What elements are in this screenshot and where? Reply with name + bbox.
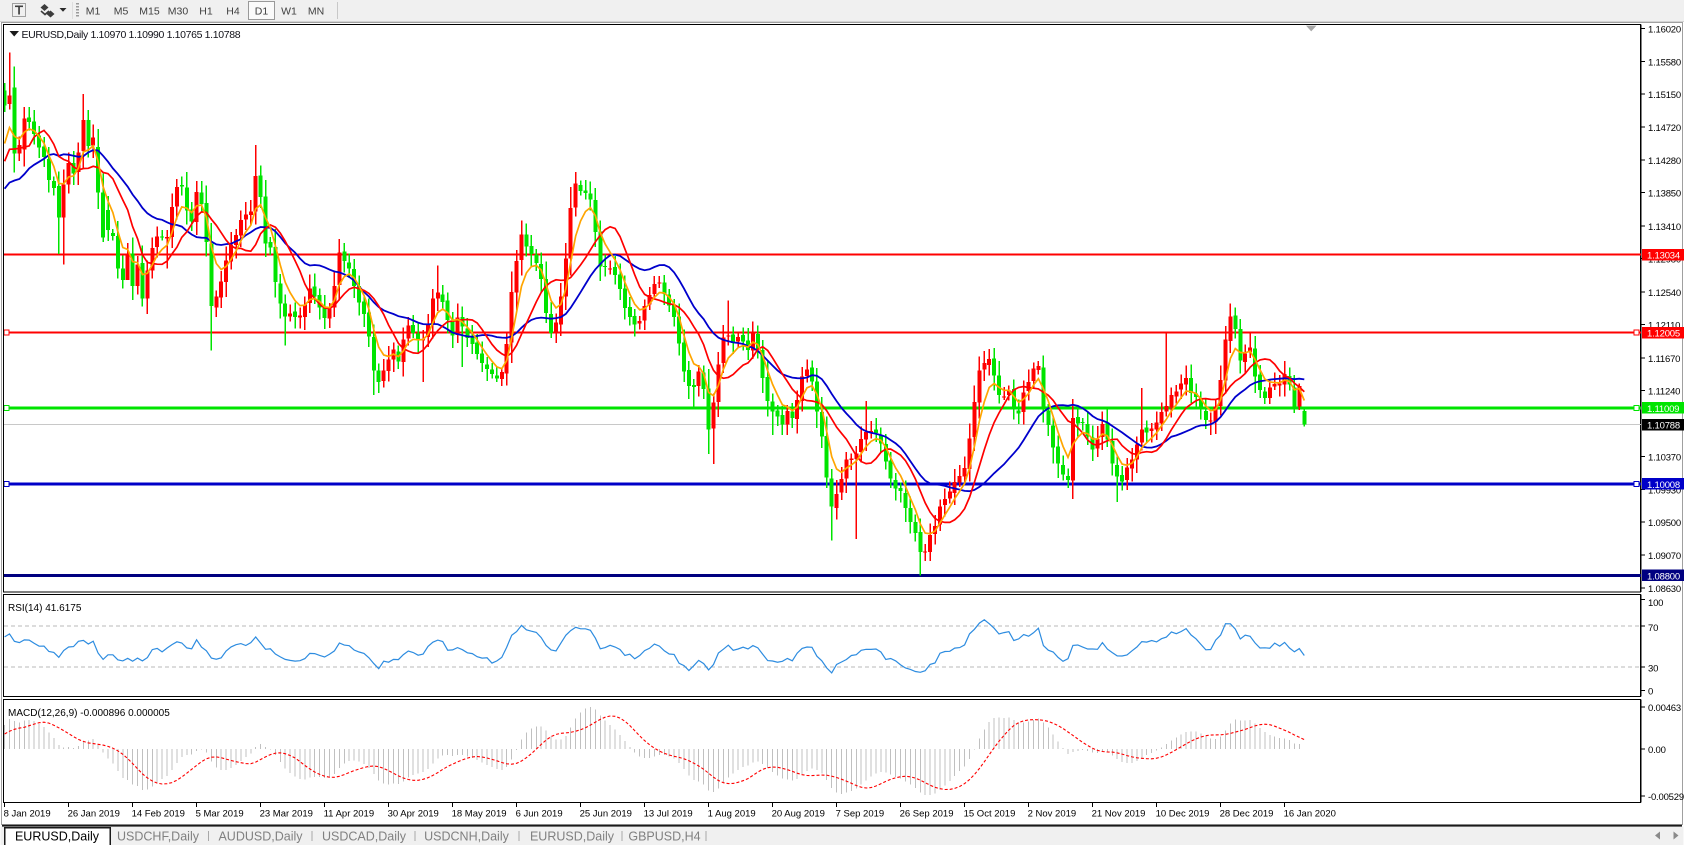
svg-text:1.13850: 1.13850 [1648, 189, 1681, 200]
svg-text:1.16020: 1.16020 [1648, 24, 1681, 35]
svg-text:1.14280: 1.14280 [1648, 156, 1681, 167]
svg-text:1.11009: 1.11009 [1647, 404, 1679, 415]
svg-text:1.08630: 1.08630 [1648, 584, 1681, 595]
svg-text:20 Aug 2019: 20 Aug 2019 [772, 809, 825, 820]
svg-text:13 Jul 2019: 13 Jul 2019 [644, 809, 693, 820]
svg-text:1 Aug 2019: 1 Aug 2019 [708, 809, 756, 820]
svg-text:1.11670: 1.11670 [1648, 354, 1680, 365]
svg-text:EURUSD,Daily: EURUSD,Daily [530, 830, 615, 844]
svg-text:23 Mar 2019: 23 Mar 2019 [260, 809, 313, 820]
svg-text:1.14720: 1.14720 [1648, 123, 1681, 134]
svg-text:1.09070: 1.09070 [1648, 551, 1681, 562]
svg-text:1.09500: 1.09500 [1648, 518, 1681, 529]
svg-text:7 Sep 2019: 7 Sep 2019 [836, 809, 885, 820]
svg-text:M30: M30 [168, 6, 189, 18]
svg-text:1.09930: 1.09930 [1648, 486, 1681, 497]
svg-text:USDCAD,Daily: USDCAD,Daily [322, 830, 407, 844]
svg-text:1.10008: 1.10008 [1647, 480, 1680, 491]
svg-text:11 Apr 2019: 11 Apr 2019 [324, 809, 375, 820]
svg-text:1.10370: 1.10370 [1648, 452, 1681, 463]
svg-text:18 May 2019: 18 May 2019 [452, 809, 507, 820]
svg-text:70: 70 [1648, 623, 1658, 634]
svg-text:1.11240: 1.11240 [1648, 386, 1680, 397]
svg-text:0: 0 [1648, 687, 1653, 698]
svg-text:M5: M5 [114, 6, 129, 18]
svg-text:RSI(14) 41.6175: RSI(14) 41.6175 [8, 603, 82, 614]
svg-text:USDCHF,Daily: USDCHF,Daily [117, 830, 200, 844]
svg-text:1.13410: 1.13410 [1648, 222, 1681, 233]
svg-text:EURUSD,Daily: EURUSD,Daily [15, 830, 100, 844]
svg-text:1.12540: 1.12540 [1648, 288, 1681, 299]
svg-text:1.10788: 1.10788 [1647, 421, 1680, 432]
svg-text:M15: M15 [139, 6, 160, 18]
svg-text:1.12005: 1.12005 [1647, 329, 1680, 340]
svg-text:W1: W1 [281, 6, 297, 18]
svg-text:D1: D1 [255, 6, 269, 18]
svg-text:0.00463: 0.00463 [1648, 703, 1681, 714]
svg-text:2 Nov 2019: 2 Nov 2019 [1028, 809, 1077, 820]
svg-text:1.15150: 1.15150 [1648, 90, 1681, 101]
svg-text:5 Mar 2019: 5 Mar 2019 [196, 809, 244, 820]
svg-text:25 Jun 2019: 25 Jun 2019 [580, 809, 632, 820]
svg-text:GBPUSD,H4: GBPUSD,H4 [628, 830, 700, 844]
svg-text:16 Jan 2020: 16 Jan 2020 [1284, 809, 1336, 820]
svg-text:30: 30 [1648, 664, 1658, 675]
svg-text:H1: H1 [199, 6, 213, 18]
svg-text:6 Jun 2019: 6 Jun 2019 [516, 809, 563, 820]
svg-text:EURUSD,Daily 1.10970 1.10990: EURUSD,Daily 1.10970 1.10990 1.10765 1.1… [22, 29, 241, 41]
svg-text:-0.005299: -0.005299 [1648, 792, 1684, 803]
svg-text:26 Sep 2019: 26 Sep 2019 [900, 809, 954, 820]
svg-text:0.00: 0.00 [1648, 745, 1666, 756]
svg-text:8 Jan 2019: 8 Jan 2019 [4, 809, 51, 820]
svg-text:USDCNH,Daily: USDCNH,Daily [424, 830, 509, 844]
svg-text:30 Apr 2019: 30 Apr 2019 [388, 809, 439, 820]
svg-text:10 Dec 2019: 10 Dec 2019 [1156, 809, 1210, 820]
svg-text:100: 100 [1648, 598, 1663, 609]
svg-text:1.15580: 1.15580 [1648, 58, 1681, 69]
svg-text:14 Feb 2019: 14 Feb 2019 [132, 809, 185, 820]
svg-text:1.08800: 1.08800 [1647, 571, 1680, 582]
svg-text:H4: H4 [226, 6, 240, 18]
svg-text:1.12110: 1.12110 [1648, 321, 1680, 332]
svg-text:MACD(12,26,9) -0.000896 0.0000: MACD(12,26,9) -0.000896 0.000005 [8, 708, 170, 719]
svg-text:26 Jan 2019: 26 Jan 2019 [68, 809, 120, 820]
svg-text:28 Dec 2019: 28 Dec 2019 [1220, 809, 1274, 820]
svg-text:15 Oct 2019: 15 Oct 2019 [964, 809, 1016, 820]
svg-text:AUDUSD,Daily: AUDUSD,Daily [218, 830, 303, 844]
svg-text:M1: M1 [86, 6, 101, 18]
svg-text:1.13034: 1.13034 [1647, 251, 1680, 262]
svg-text:MN: MN [308, 6, 324, 18]
svg-text:21 Nov 2019: 21 Nov 2019 [1092, 809, 1146, 820]
